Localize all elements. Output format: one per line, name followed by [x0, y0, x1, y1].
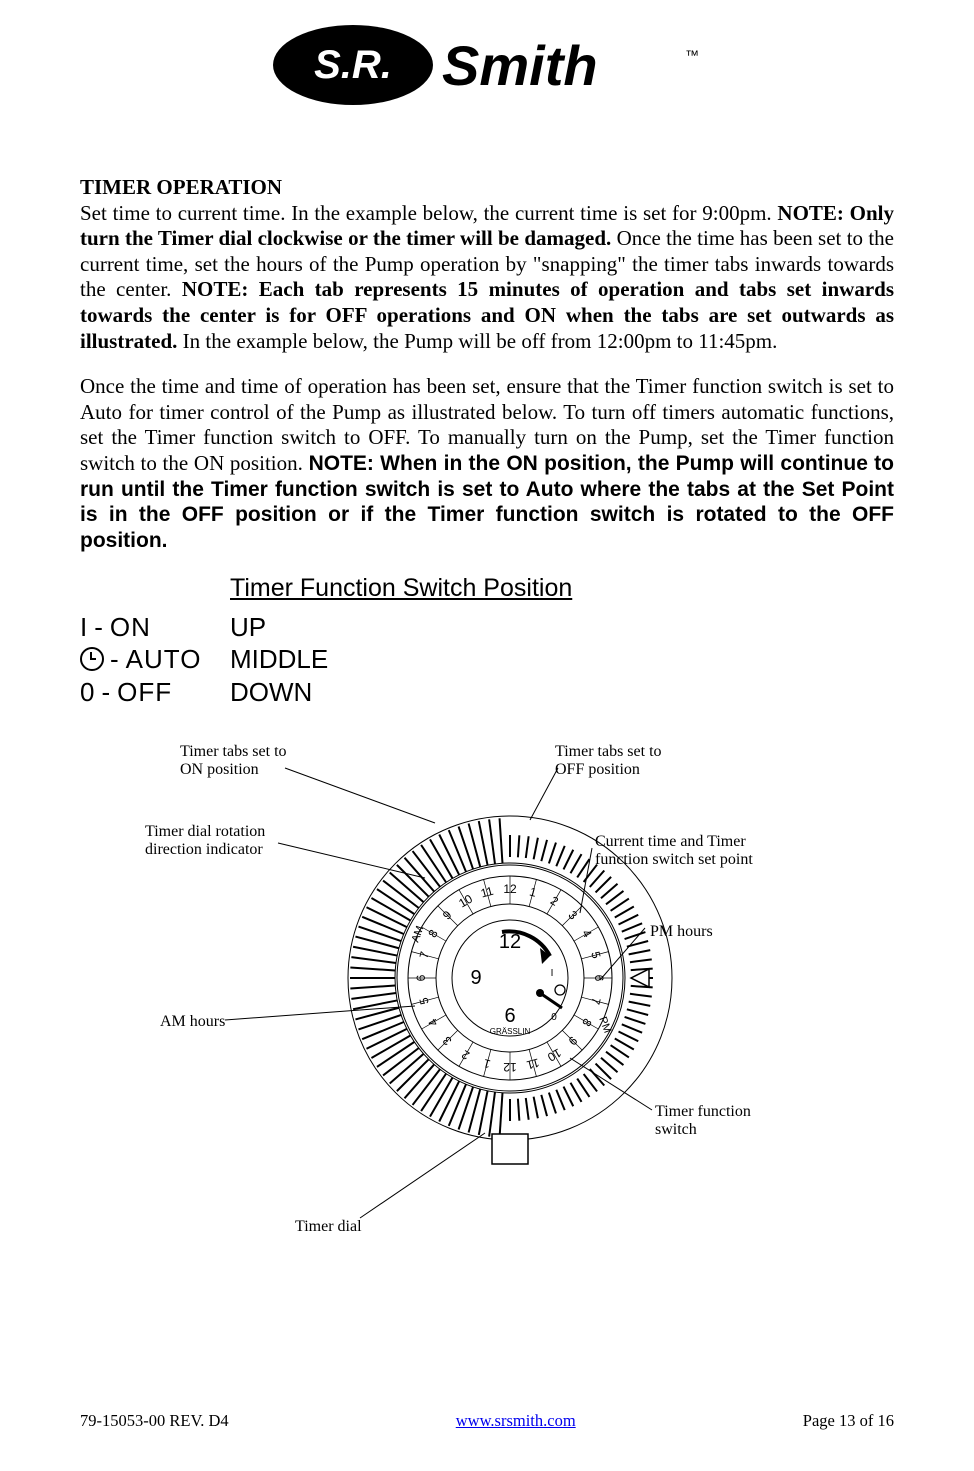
timer-operation-para2: Once the time and time of operation has … [80, 374, 894, 553]
timer-dial-graphic: 121234567891011121234567891011AMPM1296GR… [340, 808, 680, 1198]
footer-link[interactable]: www.srsmith.com [456, 1411, 576, 1431]
footer-page: Page 13 of 16 [803, 1411, 894, 1431]
svg-text:0: 0 [551, 1012, 557, 1023]
svg-text:6: 6 [504, 1005, 515, 1027]
svg-text:I: I [551, 968, 554, 979]
svg-text:™: ™ [685, 47, 699, 63]
switch-position-heading: Timer Function Switch Position [230, 574, 894, 603]
svg-text:GRÄSSLIN: GRÄSSLIN [490, 1027, 531, 1036]
svg-text:S.R.: S.R. [314, 43, 392, 87]
footer-rev: 79-15053-00 REV. D4 [80, 1411, 229, 1431]
callout-tabs-on: Timer tabs set toON position [180, 743, 287, 780]
callout-dial: Timer dial [295, 1218, 362, 1236]
svg-text:9: 9 [470, 967, 481, 989]
callout-rotation: Timer dial rotationdirection indicator [145, 823, 265, 860]
timer-diagram: Timer tabs set toON position Timer tabs … [80, 748, 894, 1268]
callout-am: AM hours [160, 1013, 225, 1031]
timer-operation-section: TIMER OPERATION Set time to current time… [80, 175, 894, 354]
svg-text:Smith: Smith [442, 34, 598, 97]
page-footer: 79-15053-00 REV. D4 www.srsmith.com Page… [80, 1411, 894, 1431]
callout-tabs-off: Timer tabs set toOFF position [555, 743, 662, 780]
svg-text:12: 12 [499, 931, 521, 953]
section-heading: TIMER OPERATION [80, 175, 282, 199]
brand-logo: S.R. Smith ™ [80, 20, 894, 115]
clock-icon [80, 647, 104, 671]
switch-position-legend: I - ON - AUTO 0 - OFF UP MIDDLE DOWN [80, 611, 894, 709]
